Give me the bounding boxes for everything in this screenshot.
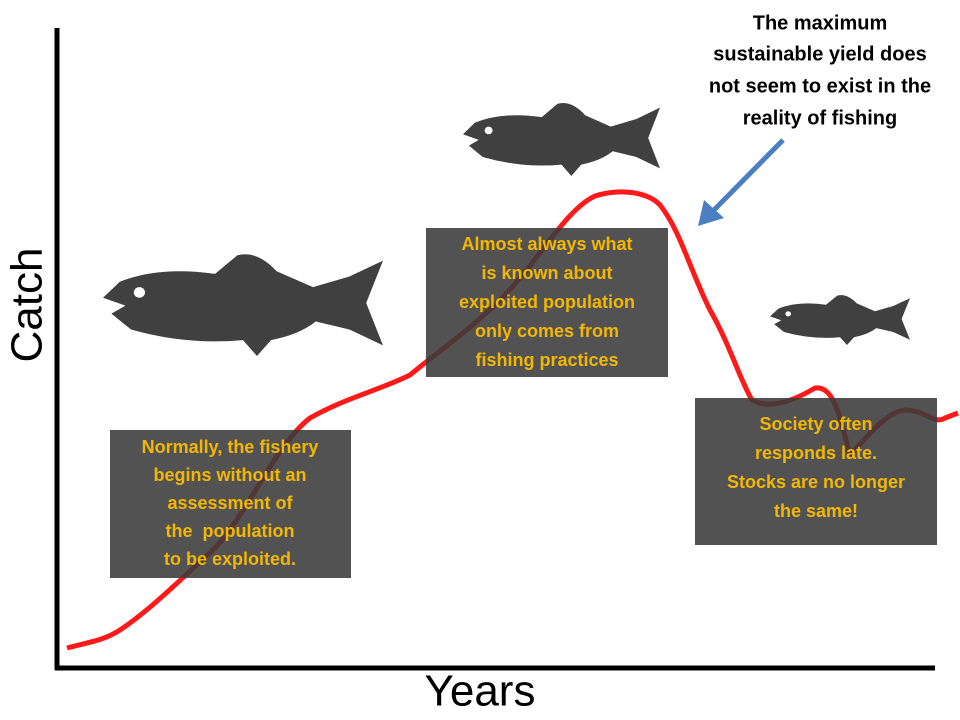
annotation-line: only comes from	[475, 321, 619, 341]
annotation-line: responds late.	[755, 443, 877, 463]
annotation-line: Society often	[759, 414, 872, 434]
callout-line: reality of fishing	[743, 107, 897, 129]
annotation-box	[110, 430, 351, 578]
annotation-line: Normally, the fishery	[142, 437, 319, 457]
fish-small	[770, 295, 910, 345]
annotation-line: to be exploited.	[164, 549, 296, 569]
annotation-line: exploited population	[459, 292, 635, 312]
x-axis-label: Years	[425, 667, 536, 716]
callout-arrow	[710, 138, 785, 214]
fish-medium	[463, 103, 660, 176]
annotation-line: the population	[166, 521, 295, 541]
y-axis-label: Catch	[3, 248, 52, 363]
annotation-line: the same!	[774, 501, 858, 521]
callout-line: The maximum	[753, 12, 887, 34]
annotation-line: Almost always what	[461, 234, 632, 254]
annotation-box	[695, 398, 937, 545]
annotation-line: assessment of	[167, 493, 293, 513]
annotation-line: is known about	[481, 263, 612, 283]
callout-line: sustainable yield does	[713, 43, 926, 65]
annotation-line: Stocks are no longer	[727, 472, 905, 492]
annotation-box	[426, 228, 668, 377]
fish-large	[103, 254, 383, 356]
annotation-line: begins without an	[154, 465, 307, 485]
callout-line: not seem to exist in the	[709, 75, 931, 97]
callout-arrowhead	[698, 200, 724, 226]
annotation-line: fishing practices	[475, 350, 618, 370]
